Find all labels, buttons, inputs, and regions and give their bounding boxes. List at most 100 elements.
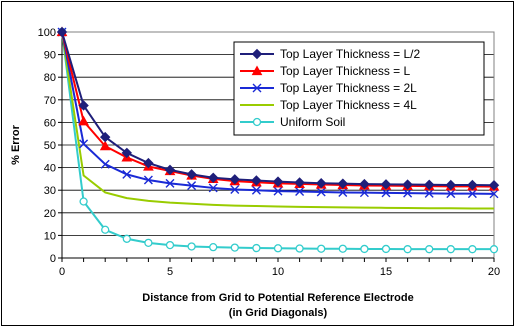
- data-point: [488, 180, 500, 191]
- data-point: [403, 188, 413, 198]
- series-3: [57, 27, 499, 199]
- data-point: [338, 187, 348, 197]
- x-axis-title-line2: (in Grid Diagonals): [229, 307, 328, 319]
- legend-item: Top Layer Thickness = 4L: [240, 98, 417, 112]
- legend-label: Top Layer Thickness = L/2: [280, 47, 421, 61]
- y-axis-title: % Error: [10, 124, 22, 164]
- legend: Top Layer Thickness = L/2 Top Layer Thick…: [233, 41, 485, 136]
- data-point: [317, 244, 326, 253]
- data-point: [229, 174, 241, 185]
- data-point: [251, 65, 263, 76]
- data-point: [337, 178, 349, 189]
- x-tick-label: 10: [272, 266, 284, 278]
- data-point: [165, 240, 175, 250]
- data-point: [467, 179, 478, 191]
- data-point: [56, 26, 68, 38]
- data-point: [78, 100, 89, 111]
- x-tick-label: 5: [167, 266, 173, 278]
- x-tick-label: 15: [380, 266, 392, 278]
- data-point: [209, 243, 218, 252]
- data-point: [425, 245, 434, 254]
- data-point: [446, 189, 456, 199]
- data-point: [316, 187, 326, 197]
- data-point: [423, 179, 435, 190]
- data-point: [468, 245, 477, 254]
- data-point: [294, 177, 305, 188]
- data-point: [424, 188, 434, 198]
- data-point: [467, 189, 477, 199]
- data-point: [164, 164, 176, 176]
- data-point: [272, 176, 284, 187]
- data-point: [446, 245, 455, 254]
- y-tick-label: 0: [50, 253, 56, 265]
- series-5: [57, 27, 499, 254]
- data-point: [101, 225, 110, 234]
- y-tick-label: 100: [38, 27, 56, 39]
- data-point: [208, 183, 218, 193]
- data-point: [273, 244, 283, 253]
- data-point: [381, 244, 391, 254]
- legend-item: Top Layer Thickness = L/2: [240, 47, 421, 61]
- data-point: [143, 157, 154, 169]
- y-tick-label: 20: [44, 208, 56, 220]
- data-point: [381, 188, 391, 198]
- data-point: [165, 178, 175, 188]
- data-point: [79, 139, 89, 149]
- data-point: [187, 242, 196, 251]
- series-line: [61, 31, 494, 210]
- data-point: [251, 175, 262, 186]
- series-group: [56, 26, 500, 254]
- y-tick-label: 70: [44, 95, 56, 107]
- data-point: [144, 238, 153, 248]
- y-tick-label: 10: [44, 230, 56, 242]
- data-point: [380, 179, 392, 190]
- data-point: [273, 186, 283, 196]
- data-point: [252, 117, 262, 127]
- legend-item: Top Layer Thickness = 2L: [240, 81, 417, 95]
- x-tick-label: 0: [59, 266, 65, 278]
- data-point: [338, 244, 347, 253]
- axes: 0 10 20 30 40 50 60 70 80 90 100 0 5 10 15 20: [38, 27, 500, 278]
- x-tick-label: 20: [488, 266, 500, 278]
- data-point: [315, 177, 327, 189]
- data-point: [252, 83, 262, 93]
- data-point: [121, 147, 133, 159]
- data-point: [252, 243, 261, 253]
- y-tick-label: 50: [44, 140, 56, 152]
- data-point: [295, 187, 305, 197]
- y-tick-label: 60: [44, 117, 56, 129]
- y-tick-label: 80: [44, 72, 56, 84]
- legend-item: Top Layer Thickness = L: [240, 64, 411, 78]
- data-point: [359, 188, 369, 198]
- data-point: [79, 197, 88, 206]
- data-point: [122, 234, 131, 243]
- series-1: [56, 26, 500, 191]
- data-point: [230, 243, 239, 252]
- data-point: [100, 159, 110, 169]
- legend-label: Top Layer Thickness = L: [280, 64, 411, 78]
- data-point: [251, 185, 261, 195]
- legend-label: Top Layer Thickness = 2L: [280, 81, 417, 95]
- data-point: [186, 169, 197, 180]
- data-point: [78, 115, 89, 126]
- data-point: [143, 175, 153, 185]
- legend-label: Uniform Soil: [280, 115, 345, 129]
- series-4: [61, 31, 494, 210]
- data-point: [99, 131, 111, 143]
- data-point: [122, 169, 132, 179]
- data-point: [489, 245, 499, 254]
- data-point: [403, 245, 412, 254]
- y-tick-label: 90: [44, 50, 56, 62]
- data-point: [207, 172, 219, 183]
- y-tick-label: 30: [44, 185, 56, 197]
- y-tick-label: 40: [44, 163, 56, 175]
- legend-box: [233, 41, 485, 136]
- data-point: [295, 244, 304, 253]
- data-point: [360, 244, 369, 254]
- data-point: [230, 185, 240, 195]
- data-point: [99, 140, 111, 151]
- data-point: [359, 178, 370, 190]
- data-point: [251, 48, 263, 60]
- data-point: [187, 181, 197, 191]
